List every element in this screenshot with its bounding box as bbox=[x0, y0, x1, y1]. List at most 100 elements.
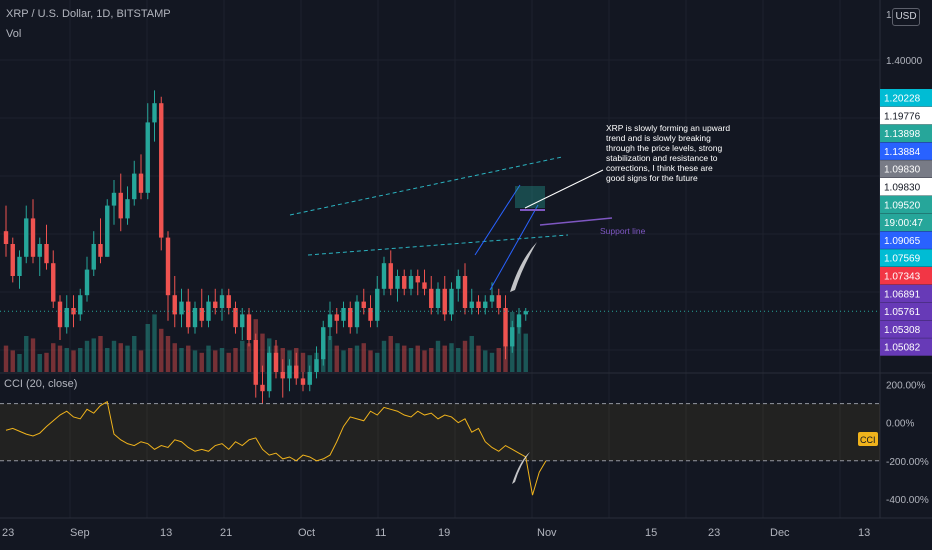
candle-body bbox=[152, 103, 157, 123]
volume-bar bbox=[98, 336, 103, 372]
time-tick-label: 23 bbox=[2, 527, 14, 539]
candle-body bbox=[341, 308, 346, 321]
candle-body bbox=[442, 288, 447, 315]
candle-body bbox=[496, 295, 501, 308]
candle-body bbox=[37, 244, 42, 257]
price-label-box bbox=[880, 249, 932, 267]
price-label-box bbox=[880, 142, 932, 160]
candle-body bbox=[98, 244, 103, 257]
price-label-box bbox=[880, 284, 932, 303]
volume-bar bbox=[118, 343, 123, 372]
candle-body bbox=[327, 314, 333, 328]
cci-tick-label: 200.00% bbox=[886, 381, 926, 392]
support-line-label[interactable]: Support line bbox=[600, 226, 646, 236]
currency-button[interactable]: USD bbox=[892, 8, 920, 26]
volume-bar bbox=[172, 343, 177, 372]
note-pointer-line bbox=[524, 169, 604, 209]
price-label: 1.13884 bbox=[884, 147, 921, 158]
candle-body bbox=[388, 263, 393, 289]
candle-body bbox=[395, 276, 400, 289]
annotation-note[interactable]: XRP is slowly forming an upward trend an… bbox=[606, 123, 731, 183]
time-tick-label: Nov bbox=[537, 527, 557, 539]
cci-brush-mark bbox=[512, 452, 530, 484]
volume-bar bbox=[186, 345, 191, 372]
candle-body bbox=[186, 301, 191, 328]
time-tick-label: 13 bbox=[858, 527, 870, 539]
candle-body bbox=[51, 263, 56, 302]
volume-bar bbox=[442, 345, 447, 372]
volume-bar bbox=[496, 348, 501, 372]
price-label: 1.09065 bbox=[884, 236, 921, 247]
volume-bar bbox=[111, 340, 117, 372]
cci-tick-label: -400.00% bbox=[886, 495, 929, 506]
candle-body bbox=[10, 244, 15, 276]
price-label-box bbox=[880, 267, 932, 285]
volume-bar bbox=[125, 345, 130, 372]
volume-bar bbox=[307, 355, 312, 372]
candle-body bbox=[111, 192, 117, 206]
candle-body bbox=[375, 288, 380, 321]
price-label-box bbox=[880, 89, 932, 107]
volume-bar bbox=[429, 348, 434, 372]
candle-body bbox=[30, 218, 36, 257]
volume-bar bbox=[179, 348, 184, 372]
candle-body bbox=[476, 301, 481, 308]
volume-bar bbox=[246, 343, 252, 372]
candle-body bbox=[172, 295, 177, 315]
price-label: 1.05308 bbox=[884, 325, 921, 336]
candle-body bbox=[294, 365, 299, 379]
volume-bar bbox=[240, 340, 245, 372]
candle-body bbox=[273, 352, 279, 372]
price-label-box bbox=[880, 320, 932, 338]
volume-bars bbox=[3, 312, 528, 372]
price-label-box bbox=[880, 106, 932, 125]
channel-upper-line bbox=[289, 156, 563, 216]
volume-bar bbox=[368, 350, 373, 372]
price-label-box bbox=[880, 302, 932, 321]
volume-bar bbox=[10, 350, 15, 372]
price-label: 1.09830 bbox=[884, 183, 921, 194]
volume-bar bbox=[388, 336, 393, 372]
price-tick-label: 1. bbox=[886, 10, 894, 21]
chart-title: XRP / U.S. Dollar, 1D, BITSTAMP bbox=[6, 8, 171, 20]
volume-bar bbox=[300, 352, 306, 372]
cci-band bbox=[0, 403, 880, 461]
volume-bar bbox=[523, 333, 528, 372]
cci-indicator-label[interactable]: CCI (20, close) bbox=[4, 378, 78, 390]
price-label: 1.06891 bbox=[884, 289, 921, 300]
volume-bar bbox=[105, 348, 110, 372]
candle-body bbox=[91, 244, 96, 270]
candle-body bbox=[449, 288, 454, 315]
candle-body bbox=[503, 308, 508, 347]
candle-body bbox=[456, 276, 461, 289]
volume-bar bbox=[415, 345, 420, 372]
volume-bar bbox=[489, 352, 495, 372]
volume-indicator-label[interactable]: Vol bbox=[6, 28, 22, 40]
candle-body bbox=[267, 352, 272, 392]
candle-body bbox=[125, 199, 130, 219]
price-tick-label: 1.40000 bbox=[886, 56, 923, 67]
cci-pane bbox=[0, 400, 880, 496]
candle-body bbox=[71, 308, 76, 315]
candle-body bbox=[280, 372, 285, 379]
cci-line bbox=[5, 400, 547, 496]
volume-bar bbox=[260, 333, 265, 372]
candle-body bbox=[84, 269, 90, 296]
volume-bar bbox=[51, 343, 56, 372]
volume-bar bbox=[213, 350, 218, 372]
price-label: 1.09830 bbox=[884, 165, 921, 176]
candle-body bbox=[138, 173, 144, 193]
candle-body bbox=[179, 301, 184, 315]
price-label: 1.19776 bbox=[884, 111, 921, 122]
candle-body bbox=[381, 263, 387, 289]
volume-bar bbox=[435, 340, 441, 372]
volume-bar bbox=[3, 345, 9, 372]
volume-bar bbox=[381, 340, 387, 372]
candle-body bbox=[469, 301, 474, 308]
volume-bar bbox=[341, 350, 346, 372]
candle-body bbox=[408, 276, 414, 289]
candle-body bbox=[253, 340, 258, 385]
candle-body bbox=[368, 308, 373, 321]
candle-body bbox=[132, 173, 137, 200]
